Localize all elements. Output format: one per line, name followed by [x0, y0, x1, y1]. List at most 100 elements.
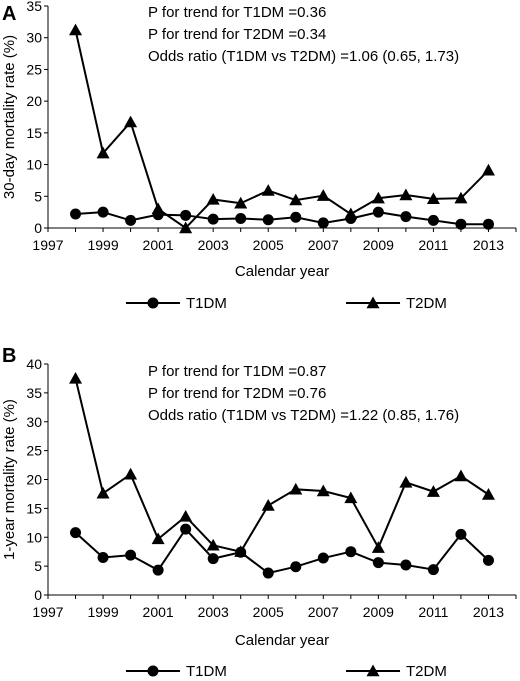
x-tick-label: 2013 [473, 237, 504, 253]
data-point-t1dm [262, 214, 274, 226]
data-point-t1dm [180, 209, 192, 221]
data-point-t2dm [454, 191, 468, 204]
data-point-t1dm [482, 554, 494, 566]
y-tick-label: 35 [26, 0, 42, 14]
series-line-t1dm [75, 211, 489, 226]
legend-marker-t1dm [147, 665, 159, 677]
x-tick-label: 2003 [198, 237, 229, 253]
data-point-t1dm [455, 528, 467, 540]
panel-letter: A [2, 3, 16, 25]
x-tick-label: 2007 [308, 237, 339, 253]
x-tick-label: 2013 [473, 604, 504, 620]
panel-a: A 0 5 10 15 20 25 30 35 1997 1999 2001 2003 2005 2007 2… [1, 0, 517, 312]
legend: T1DM T2DM [126, 295, 447, 312]
y-tick-label: 40 [26, 356, 42, 372]
data-point-t1dm [207, 553, 219, 565]
data-point-t1dm [290, 561, 302, 573]
data-point-t2dm [261, 498, 275, 511]
data-point-t2dm [69, 371, 83, 384]
panel-b: B 0 5 10 15 20 25 30 35 40 1997 1999 2001 2003 2005 200… [1, 345, 517, 680]
x-tick-label: 2001 [143, 237, 174, 253]
annotation: Odds ratio (T1DM vs T2DM) =1.06 (0.65, 1… [148, 48, 459, 65]
series-t1dm [70, 206, 494, 230]
data-point-t1dm [180, 523, 192, 535]
y-tick-label: 5 [34, 188, 42, 204]
y-tick-label: 30 [26, 414, 42, 430]
data-point-t2dm [481, 488, 495, 500]
y-tick-label: 0 [34, 220, 42, 236]
data-point-t2dm [206, 192, 220, 205]
x-axis-title: Calendar year [235, 263, 329, 280]
data-point-t1dm [262, 567, 274, 579]
x-tick-label: 2005 [253, 237, 284, 253]
legend-marker-t2dm [366, 296, 380, 309]
data-point-t1dm [372, 557, 384, 569]
data-point-t1dm [427, 564, 439, 576]
y-tick-label: 15 [26, 500, 42, 516]
y-tick-label: 35 [26, 385, 42, 401]
y-tick-label: 25 [26, 61, 42, 77]
data-point-t2dm [261, 184, 275, 196]
y-tick-label: 10 [26, 157, 42, 173]
data-point-t1dm [317, 217, 329, 229]
legend-marker-t2dm [366, 664, 380, 677]
data-point-t2dm [206, 538, 220, 551]
legend-label: T2DM [406, 663, 447, 680]
data-point-t2dm [151, 532, 165, 545]
panel-letter: B [2, 345, 16, 367]
data-point-t2dm [289, 193, 303, 206]
data-point-t1dm [400, 559, 412, 571]
data-point-t2dm [316, 484, 330, 497]
data-point-t2dm [124, 115, 138, 128]
annotation: P for trend for T2DM =0.76 [148, 385, 326, 402]
data-point-t2dm [344, 491, 358, 504]
data-point-t2dm [399, 188, 413, 201]
data-point-t1dm [345, 546, 357, 558]
legend-marker-t1dm [147, 297, 159, 309]
data-point-t2dm [96, 146, 110, 159]
data-point-t2dm [151, 202, 165, 215]
x-tick-label: 2003 [198, 604, 229, 620]
annotation: P for trend for T1DM =0.36 [148, 4, 326, 21]
data-point-t1dm [455, 218, 467, 230]
annotation: P for trend for T2DM =0.34 [148, 26, 326, 43]
data-point-t2dm [426, 485, 440, 497]
annotation: Odds ratio (T1DM vs T2DM) =1.22 (0.85, 1… [148, 407, 459, 424]
data-point-t1dm [235, 212, 247, 224]
data-point-t1dm [125, 214, 137, 226]
x-tick-label: 1997 [32, 237, 63, 253]
data-point-t1dm [152, 564, 164, 576]
y-tick-label: 20 [26, 93, 42, 109]
data-point-t1dm [427, 214, 439, 226]
y-axis-title: 1-year mortality rate (%) [1, 399, 18, 560]
y-tick-label: 5 [34, 558, 42, 574]
x-tick-label: 2011 [418, 237, 448, 253]
legend-label: T2DM [406, 295, 447, 312]
data-point-t1dm [70, 208, 82, 220]
data-point-t1dm [290, 211, 302, 223]
data-point-t2dm [371, 191, 385, 204]
data-point-t2dm [234, 196, 248, 209]
data-point-t2dm [316, 189, 330, 201]
data-point-t2dm [69, 23, 83, 36]
data-point-t1dm [400, 211, 412, 223]
x-tick-label: 1997 [32, 604, 63, 620]
legend-label: T1DM [186, 295, 227, 312]
series-t2dm [69, 23, 495, 234]
x-tick-label: 2011 [418, 604, 448, 620]
data-point-t1dm [125, 549, 137, 561]
x-tick-label: 2005 [253, 604, 284, 620]
data-point-t2dm [179, 221, 193, 234]
y-tick-label: 0 [34, 587, 42, 603]
y-tick-label: 20 [26, 472, 42, 488]
data-point-t1dm [482, 218, 494, 230]
annotation: P for trend for T1DM =0.87 [148, 363, 326, 380]
x-tick-label: 2009 [363, 237, 394, 253]
x-tick-label: 2009 [363, 604, 394, 620]
data-point-t2dm [454, 469, 468, 482]
series-t2dm [69, 371, 495, 557]
data-point-t2dm [179, 509, 193, 522]
y-tick-label: 10 [26, 529, 42, 545]
data-point-t2dm [124, 467, 138, 480]
